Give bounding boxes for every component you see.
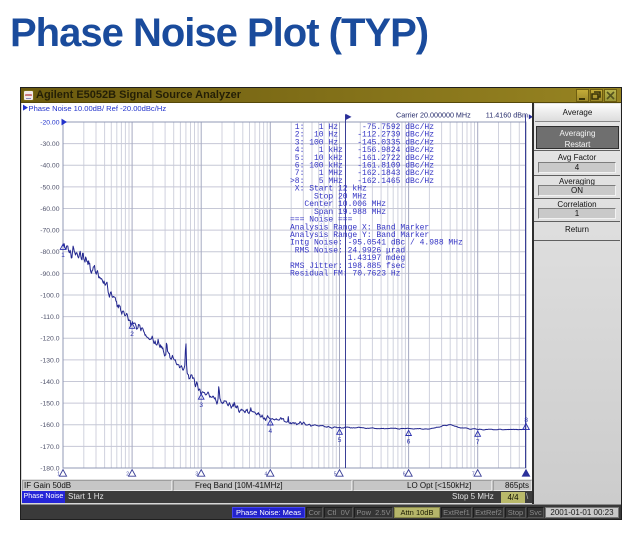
svg-text:Residual FM: 70.7623 Hz: Residual FM: 70.7623 Hz xyxy=(290,270,401,279)
svg-text:1.43197 mdeg: 1.43197 mdeg xyxy=(290,254,405,263)
svg-text:RMS Noise: 24.9926 μrad: RMS Noise: 24.9926 μrad xyxy=(290,246,405,255)
svg-text:Phase Noise 10.00dB/ Ref -20.0: Phase Noise 10.00dB/ Ref -20.00dBc/Hz xyxy=(29,104,167,113)
svg-text:7: 7 xyxy=(476,439,480,446)
svg-text:-40.00: -40.00 xyxy=(40,163,59,170)
svg-text:-110.0: -110.0 xyxy=(41,314,60,321)
svg-text:-140.0: -140.0 xyxy=(40,379,59,386)
svg-text:-150.0: -150.0 xyxy=(40,401,59,408)
svg-text:-50.00: -50.00 xyxy=(40,184,59,191)
svg-text:2: 2 xyxy=(126,472,129,478)
svg-text:1: 1 xyxy=(61,252,65,259)
svg-text:1: 1 xyxy=(57,472,60,478)
svg-text:Span 19.988 MHz: Span 19.988 MHz xyxy=(290,208,386,217)
svg-text:7: 7 xyxy=(472,472,475,478)
svg-text:-180.0: -180.0 xyxy=(40,465,59,472)
svg-text:4: 1 kHz -156.9824 dBc/Hz: 4: 1 kHz -156.9824 dBc/Hz xyxy=(290,146,434,155)
svg-text:7: 1 MHz -162.1843 dBc/Hz: 7: 1 MHz -162.1843 dBc/Hz xyxy=(290,169,434,178)
svg-text:>8: 5 MHz -162.1465 dBc/Hz: >8: 5 MHz -162.1465 dBc/Hz xyxy=(290,177,434,186)
svg-text:-100.0: -100.0 xyxy=(40,292,59,299)
svg-text:Carrier 20.000000 MHz: Carrier 20.000000 MHz xyxy=(396,111,471,120)
svg-text:5: 5 xyxy=(334,472,337,478)
svg-text:-90.00: -90.00 xyxy=(40,271,59,278)
svg-text:-70.00: -70.00 xyxy=(40,228,59,235)
svg-text:-160.0: -160.0 xyxy=(40,422,59,429)
svg-text:3: 3 xyxy=(199,402,203,409)
svg-text:=== Noise ===: === Noise === xyxy=(290,216,353,225)
svg-text:1: 1 Hz -75.7592 dBc/Hz: 1: 1 Hz -75.7592 dBc/Hz xyxy=(290,123,434,132)
svg-text:3: 100 Hz -145.0335 dBc/Hz: 3: 100 Hz -145.0335 dBc/Hz xyxy=(290,138,434,147)
svg-text:6: 6 xyxy=(407,438,411,445)
svg-text:X: Start 12 kHz: X: Start 12 kHz xyxy=(290,185,367,194)
svg-text:RMS Jitter: 198.885 fsec: RMS Jitter: 198.885 fsec xyxy=(290,262,405,271)
svg-text:Intg Noise: -95.0541 dBc / 4.9: Intg Noise: -95.0541 dBc / 4.988 MHz xyxy=(290,239,463,248)
svg-text:3: 3 xyxy=(195,472,198,478)
svg-text:2: 10 Hz -112.2739 dBc/Hz: 2: 10 Hz -112.2739 dBc/Hz xyxy=(290,131,434,140)
svg-text:-130.0: -130.0 xyxy=(40,357,59,364)
svg-text:-60.00: -60.00 xyxy=(40,206,59,213)
svg-text:-80.00: -80.00 xyxy=(40,249,59,256)
svg-text:Analysis Range Y: Band Marker: Analysis Range Y: Band Marker xyxy=(290,231,429,240)
svg-text:5: 10 kHz -161.2722 dBc/Hz: 5: 10 kHz -161.2722 dBc/Hz xyxy=(290,154,434,163)
svg-text:-30.00: -30.00 xyxy=(40,141,59,148)
svg-text:6: 6 xyxy=(403,472,406,478)
svg-text:-170.0: -170.0 xyxy=(40,444,59,451)
svg-text:11.4160 dBm: 11.4160 dBm xyxy=(486,111,528,120)
svg-text:Center 10.006 MHz: Center 10.006 MHz xyxy=(290,200,386,209)
svg-text:5: 5 xyxy=(338,437,342,444)
svg-text:-20.00: -20.00 xyxy=(40,119,59,126)
svg-text:8: 8 xyxy=(524,417,528,424)
svg-text:4: 4 xyxy=(265,472,268,478)
svg-text:2: 2 xyxy=(130,331,134,338)
svg-text:Analysis Range X: Band Marker: Analysis Range X: Band Marker xyxy=(290,223,429,232)
svg-text:Stop 20 MHz: Stop 20 MHz xyxy=(290,192,367,201)
svg-text:4: 4 xyxy=(268,428,272,435)
svg-text:6: 100 kHz -161.8109 dBc/Hz: 6: 100 kHz -161.8109 dBc/Hz xyxy=(290,162,434,171)
svg-text:-120.0: -120.0 xyxy=(40,336,59,343)
